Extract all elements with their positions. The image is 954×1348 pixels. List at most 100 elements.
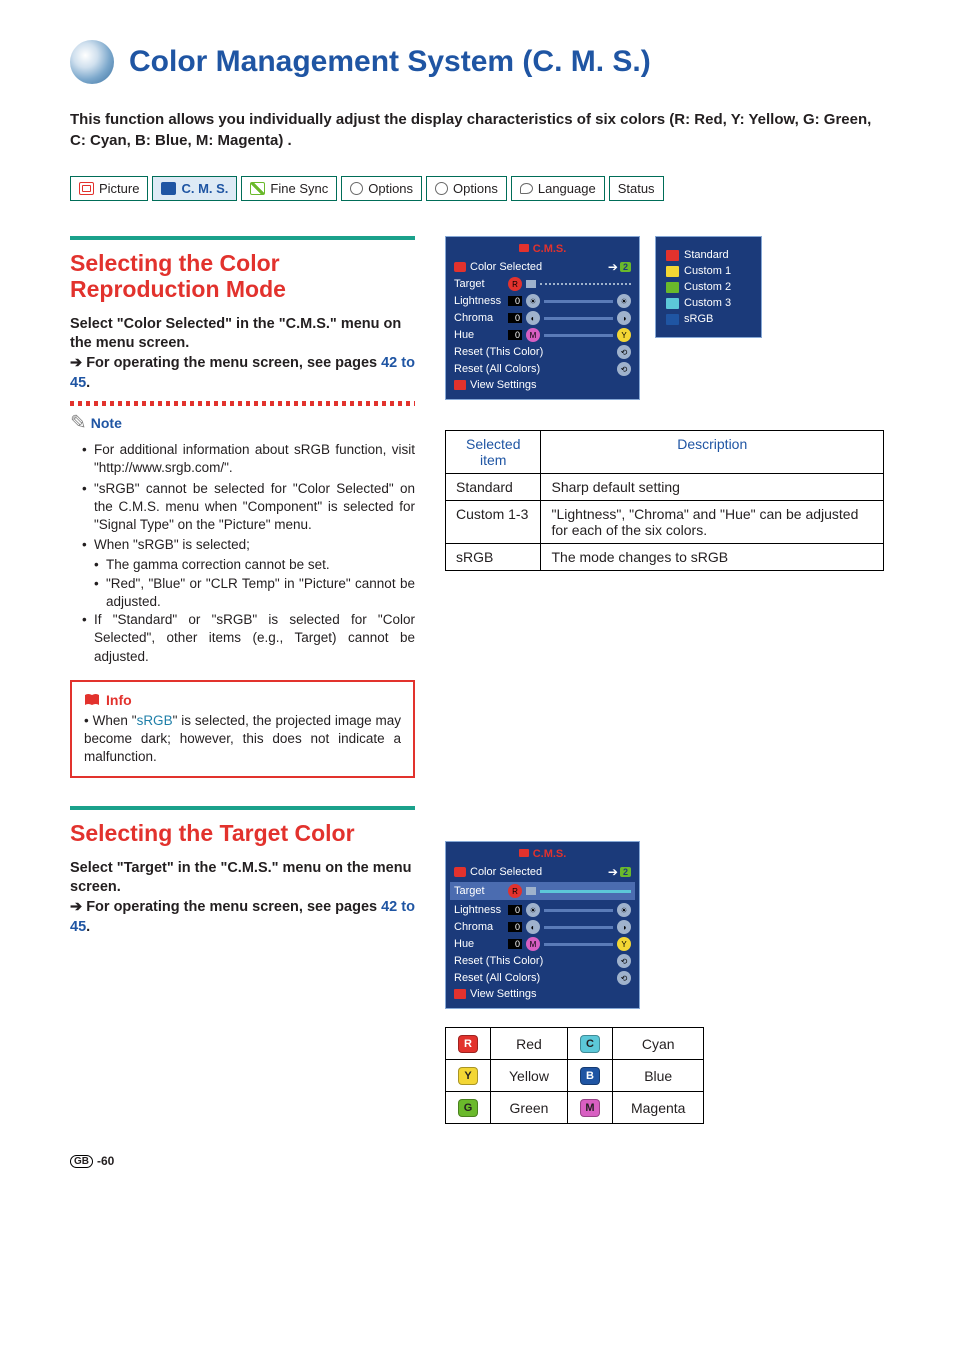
tab-options-2[interactable]: Options xyxy=(426,176,507,201)
view-settings-icon xyxy=(454,989,466,999)
cms-menu-panel-2: C.M.S. Color Selected ➔2 TargetR Lightne… xyxy=(445,841,640,1009)
srgb-link[interactable]: sRGB xyxy=(137,713,173,728)
table-header: Selected item xyxy=(446,431,541,474)
reset-icon: ⟲ xyxy=(617,345,631,359)
tab-label: Picture xyxy=(99,181,139,196)
chip-y-icon: Y xyxy=(458,1067,478,1085)
chip-icon: ◑ xyxy=(617,920,631,934)
section-color-reproduction-mode: Selecting the Color Reproduction Mode Se… xyxy=(70,236,415,778)
picture-icon xyxy=(79,182,94,195)
opt-label: Custom 1 xyxy=(684,265,731,277)
tab-status[interactable]: Status xyxy=(609,176,664,201)
chip-icon: ◐ xyxy=(526,311,540,325)
tab-cms[interactable]: C. M. S. xyxy=(152,176,237,201)
tab-label: Language xyxy=(538,181,596,196)
tab-picture[interactable]: Picture xyxy=(70,176,148,201)
note-item: For additional information about sRGB fu… xyxy=(82,441,415,477)
reset-icon: ⟲ xyxy=(617,971,631,985)
tab-language[interactable]: Language xyxy=(511,176,605,201)
color-name: Yellow xyxy=(491,1060,568,1092)
hue-label: Hue xyxy=(454,329,504,341)
chip-icon: ☀ xyxy=(617,903,631,917)
operating-instruction: For operating the menu screen, see pages… xyxy=(70,899,415,935)
table-row: Custom 1-3 "Lightness", "Chroma" and "Hu… xyxy=(446,501,884,544)
arrow-icon: ➔ xyxy=(608,865,618,879)
opt-chip-icon xyxy=(666,250,679,261)
opt-label: sRGB xyxy=(684,313,713,325)
header-bullet xyxy=(70,40,114,84)
color-selected-icon xyxy=(454,867,466,877)
note-dots xyxy=(70,401,415,406)
page-number: GB-60 xyxy=(70,1154,884,1168)
arrow-icon: ➔ xyxy=(70,355,86,371)
chip-c-icon: C xyxy=(580,1035,600,1053)
tab-options-1[interactable]: Options xyxy=(341,176,422,201)
color-mapping-table: R Red C Cyan Y Yellow B Blue G Green M M… xyxy=(445,1027,704,1124)
arrow-icon: ➔ xyxy=(608,260,618,274)
view-settings-label: View Settings xyxy=(470,988,536,1000)
reset-icon: ⟲ xyxy=(617,954,631,968)
note-header: ✎ Note xyxy=(70,410,415,435)
select-instruction: Select "Target" in the "C.M.S." menu on … xyxy=(70,860,411,896)
note-label: Note xyxy=(91,415,122,431)
chip-r-icon: R xyxy=(508,277,522,291)
table-cell: sRGB xyxy=(446,544,541,571)
note-item: If "Standard" or "sRGB" is selected for … xyxy=(82,611,415,666)
reset-this-label: Reset (This Color) xyxy=(454,346,543,358)
chip-m-icon: M xyxy=(580,1099,600,1117)
chip-y-icon: Y xyxy=(617,937,631,951)
chroma-label: Chroma xyxy=(454,312,504,324)
lightness-label: Lightness xyxy=(454,904,504,916)
chip-icon: ◑ xyxy=(617,311,631,325)
table-row: sRGB The mode changes to sRGB xyxy=(446,544,884,571)
finesync-icon xyxy=(250,182,265,195)
table-row: Standard Sharp default setting xyxy=(446,474,884,501)
opt-label: Standard xyxy=(684,249,729,261)
hue-label: Hue xyxy=(454,938,504,950)
table-row: Y Yellow B Blue xyxy=(446,1060,704,1092)
table-cell: Sharp default setting xyxy=(541,474,884,501)
table-cell: "Lightness", "Chroma" and "Hue" can be a… xyxy=(541,501,884,544)
chip-m-icon: M xyxy=(526,328,540,342)
color-name: Green xyxy=(491,1092,568,1124)
page-title: Color Management System (C. M. S.) xyxy=(129,45,651,79)
note-item: When "sRGB" is selected; xyxy=(82,536,415,554)
view-settings-icon xyxy=(454,380,466,390)
arrow-icon: ➔ xyxy=(70,899,86,915)
chip-r-icon: R xyxy=(508,884,522,898)
section-divider xyxy=(70,236,415,240)
options-icon xyxy=(435,182,448,195)
chip-y-icon: Y xyxy=(617,328,631,342)
target-label: Target xyxy=(454,278,504,290)
reset-all-label: Reset (All Colors) xyxy=(454,972,540,984)
info-label: Info xyxy=(106,692,132,708)
cms-menu-panel: C.M.S. Color Selected ➔2 TargetR Lightne… xyxy=(445,236,640,400)
menu-tab-row: Picture C. M. S. Fine Sync Options Optio… xyxy=(70,176,884,201)
info-box: Info • When "sRGB" is selected, the proj… xyxy=(70,680,415,779)
table-cell: Custom 1-3 xyxy=(446,501,541,544)
options-panel: Standard Custom 1 Custom 2 Custom 3 sRGB xyxy=(655,236,762,338)
reset-all-label: Reset (All Colors) xyxy=(454,363,540,375)
tab-finesync[interactable]: Fine Sync xyxy=(241,176,337,201)
chip-b-icon: B xyxy=(580,1067,600,1085)
table-cell: The mode changes to sRGB xyxy=(541,544,884,571)
chip-r-icon: R xyxy=(458,1035,478,1053)
opt-chip-icon xyxy=(666,282,679,293)
tab-label: Fine Sync xyxy=(270,181,328,196)
color-name: Blue xyxy=(612,1060,703,1092)
select-instruction: Select "Color Selected" in the "C.M.S." … xyxy=(70,316,401,352)
reset-this-label: Reset (This Color) xyxy=(454,955,543,967)
chip-icon: ☀ xyxy=(526,294,540,308)
info-body: • When "sRGB" is selected, the projected… xyxy=(84,712,401,767)
chroma-label: Chroma xyxy=(454,921,504,933)
page-number-prefix: GB xyxy=(70,1155,93,1168)
tag-2: 2 xyxy=(620,262,631,272)
color-name: Magenta xyxy=(612,1092,703,1124)
cms-icon xyxy=(161,182,176,195)
tab-label: Options xyxy=(368,181,413,196)
chip-icon: ☀ xyxy=(526,903,540,917)
table-row: R Red C Cyan xyxy=(446,1028,704,1060)
color-selected-label: Color Selected xyxy=(470,261,542,273)
tab-label: Options xyxy=(453,181,498,196)
tab-label: C. M. S. xyxy=(181,181,228,196)
